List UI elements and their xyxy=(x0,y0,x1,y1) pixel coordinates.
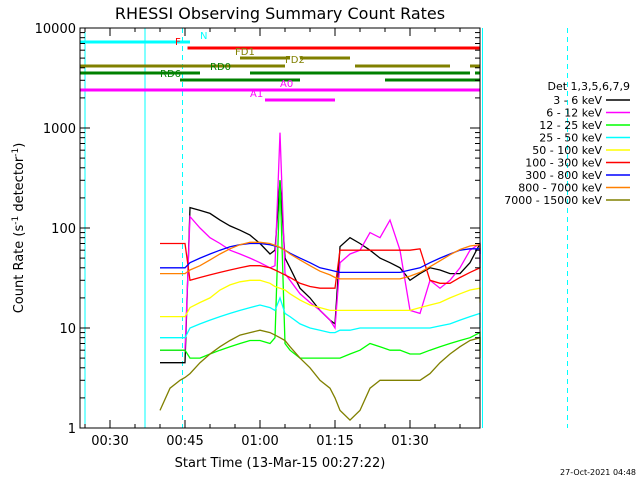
legend-title: Det 1,3,5,6,7,9 xyxy=(547,80,630,93)
x-axis-label: Start Time (13-Mar-15 00:27:22) xyxy=(175,456,386,471)
axis-ticks: 00:30 00:45 01:00 01:15 01:30 1 10 100 1000 10000 xyxy=(35,22,480,449)
chart-title: RHESSI Observing Summary Count Rates xyxy=(115,4,445,23)
y-tick-label-3: 1000 xyxy=(43,122,76,137)
y-tick-label-4: 10000 xyxy=(35,22,76,37)
flag-label-n: N xyxy=(200,31,207,42)
flag-label-rd6: RD6 xyxy=(160,69,181,80)
series-line-1 xyxy=(160,132,481,351)
flag-label-fd2: FD2 xyxy=(285,55,305,66)
legend-entry-label-5: 100 - 300 keV xyxy=(525,157,602,170)
y-axis-label-sup2: -1 xyxy=(11,148,21,157)
series-line-3 xyxy=(160,295,481,339)
flag-label-fd1: FD1 xyxy=(235,47,255,58)
series-line-2 xyxy=(160,180,481,359)
legend-entry-label-3: 25 - 50 keV xyxy=(539,132,602,145)
x-tick-label-3: 01:15 xyxy=(316,434,353,449)
y-axis-label: Count Rate (s-1 detector-1) xyxy=(11,143,27,314)
flag-bars: N F FD1 FD2 RD0 RD6 A0 A1 xyxy=(80,31,480,102)
plot-area xyxy=(84,28,568,428)
series-line-4 xyxy=(160,279,481,318)
y-axis-label-part3: ) xyxy=(12,143,27,148)
y-axis-label-part1: Count Rate (s xyxy=(12,225,27,314)
legend-entry-label-7: 800 - 7000 keV xyxy=(518,182,602,195)
y-tick-label-2: 100 xyxy=(51,222,76,237)
series-line-6 xyxy=(160,242,481,274)
legend-entry-label-8: 7000 - 15000 keV xyxy=(504,194,602,207)
x-tick-label-0: 00:30 xyxy=(91,434,128,449)
flag-label-a1: A1 xyxy=(250,89,263,100)
legend-entry-label-0: 3 - 6 keV xyxy=(553,94,602,107)
legend-entry-label-2: 12 - 25 keV xyxy=(539,119,602,132)
series-line-8 xyxy=(159,329,481,422)
y-axis-label-sup1: -1 xyxy=(11,216,21,225)
series-lines xyxy=(159,132,481,422)
x-tick-label-1: 00:45 xyxy=(166,434,203,449)
series-line-5 xyxy=(160,242,481,289)
x-tick-label-2: 01:00 xyxy=(241,434,278,449)
flag-label-a0: A0 xyxy=(280,79,293,90)
y-tick-label-1: 10 xyxy=(59,322,76,337)
y-tick-label-0: 1 xyxy=(68,422,76,437)
legend-entry-label-4: 50 - 100 keV xyxy=(532,144,602,157)
legend-entry-label-6: 300 - 800 keV xyxy=(525,169,602,182)
flag-label-f: F xyxy=(175,37,181,48)
footer-timestamp: 27-Oct-2021 04:48 xyxy=(560,468,636,477)
x-tick-label-4: 01:30 xyxy=(391,434,428,449)
legend-entry-label-1: 6 - 12 keV xyxy=(546,107,602,120)
y-axis-label-part2: detector xyxy=(12,156,27,216)
flag-label-rd0: RD0 xyxy=(210,62,231,73)
series-line-7 xyxy=(160,241,481,280)
